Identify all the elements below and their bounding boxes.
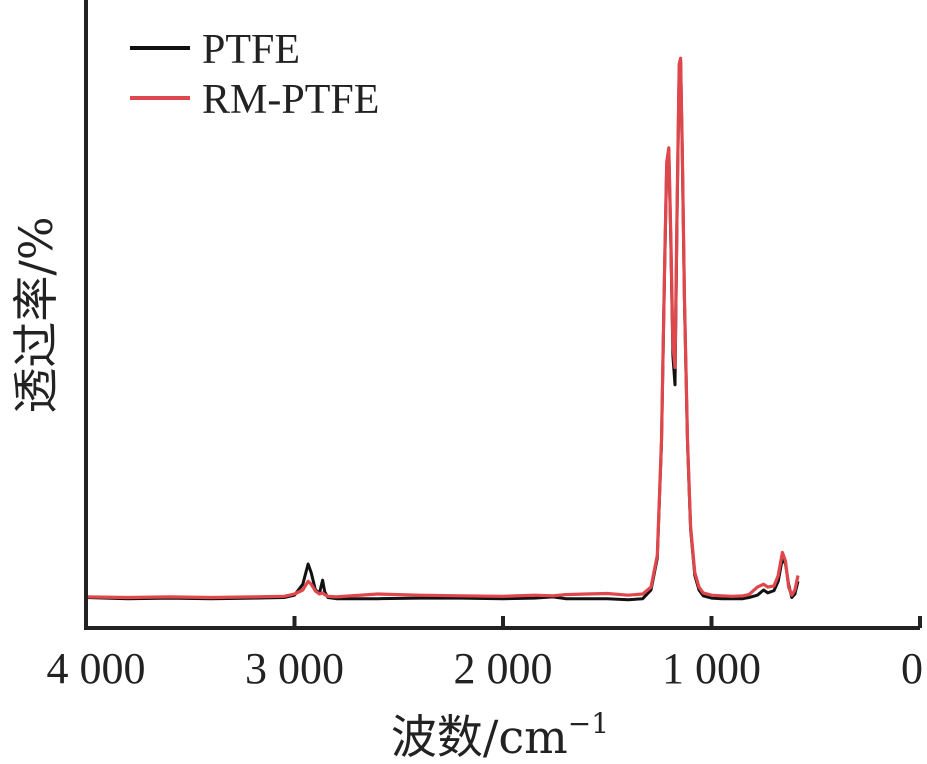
x-tick-label: 3 000 (245, 644, 344, 693)
x-tick-label: 2 000 (454, 644, 553, 693)
x-axis-title-main: 波数/cm (391, 710, 568, 764)
series-line-1 (85, 56, 800, 600)
x-tick-label: 0 (901, 644, 923, 693)
legend-label-1: RM-PTFE (202, 77, 379, 123)
y-axis-title: 透过率/% (9, 216, 63, 413)
x-tick-label: 1 000 (662, 644, 761, 693)
legend-label-0: PTFE (202, 27, 300, 73)
x-axis-title: 波数/cm−1 (391, 707, 609, 764)
x-ticks: 4 000 3 000 2 000 1 000 0 (47, 616, 923, 693)
x-axis-title-superscript: −1 (568, 707, 609, 740)
x-tick-label: 4 000 (47, 644, 146, 693)
plot-lines (85, 56, 800, 602)
